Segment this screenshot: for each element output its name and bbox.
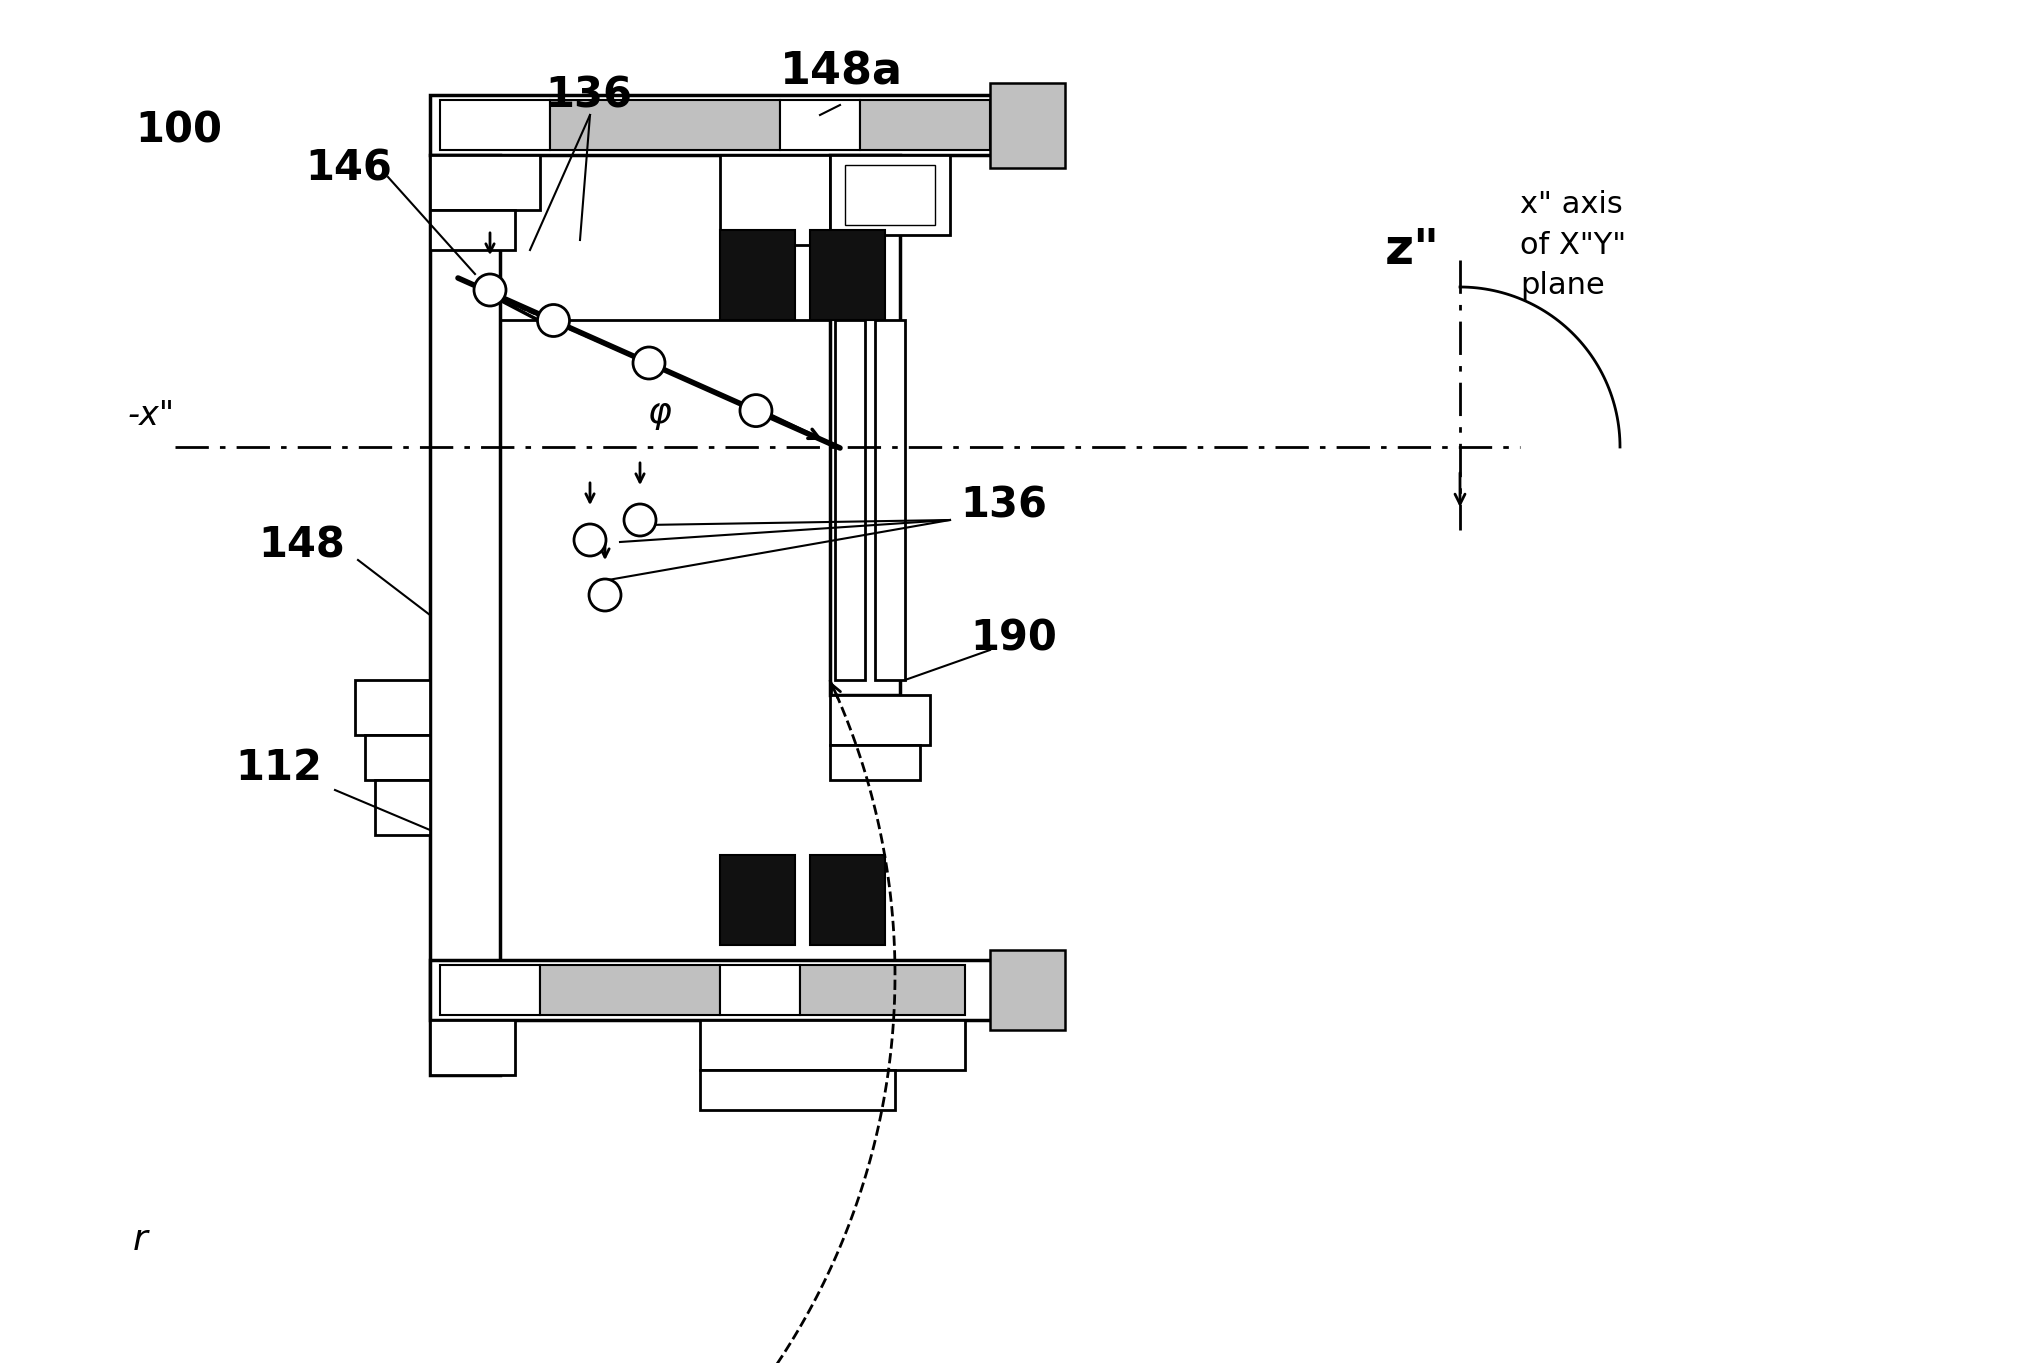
Circle shape [536, 304, 569, 337]
Text: -x": -x" [128, 398, 175, 432]
Circle shape [473, 274, 506, 307]
Bar [366, 735, 431, 780]
Circle shape [589, 579, 620, 611]
Bar [990, 950, 1065, 1030]
Bar [551, 99, 780, 150]
Text: 190: 190 [969, 617, 1057, 658]
Bar [835, 320, 864, 680]
Text: r: r [132, 1223, 148, 1257]
Text: 136: 136 [959, 484, 1046, 526]
Bar [809, 230, 884, 320]
Bar [431, 960, 1059, 1020]
Text: $\varphi$: $\varphi$ [646, 398, 673, 432]
Bar [829, 695, 929, 746]
Circle shape [624, 504, 656, 536]
Bar [829, 155, 900, 695]
Text: 148: 148 [258, 523, 345, 566]
Bar [439, 99, 551, 150]
Bar [845, 165, 935, 225]
Bar [874, 320, 904, 680]
Bar [719, 155, 829, 245]
Text: z": z" [1384, 226, 1439, 274]
Bar [780, 99, 860, 150]
Bar [431, 155, 500, 1075]
Bar [699, 1070, 894, 1109]
Bar [719, 855, 795, 945]
Bar [990, 83, 1065, 168]
Bar [719, 965, 801, 1015]
Bar [374, 780, 431, 836]
Text: 136: 136 [545, 74, 632, 116]
Circle shape [632, 348, 664, 379]
Bar [431, 1020, 514, 1075]
Bar [431, 155, 541, 210]
Bar [809, 855, 884, 945]
Bar [541, 965, 719, 1015]
Circle shape [740, 395, 772, 427]
Bar [829, 746, 920, 780]
Text: 146: 146 [305, 147, 392, 189]
Text: 112: 112 [236, 747, 321, 789]
Bar [431, 210, 514, 249]
Text: 148a: 148a [780, 50, 902, 94]
Text: x" axis
of X"Y"
plane: x" axis of X"Y" plane [1520, 189, 1626, 300]
Bar [829, 155, 949, 234]
Bar [431, 95, 1059, 155]
Circle shape [573, 523, 606, 556]
Bar [801, 965, 965, 1015]
Bar [860, 99, 990, 150]
Bar [719, 230, 795, 320]
Text: 100: 100 [134, 109, 221, 151]
Bar [699, 1020, 965, 1070]
Bar [439, 965, 541, 1015]
Bar [356, 680, 431, 735]
